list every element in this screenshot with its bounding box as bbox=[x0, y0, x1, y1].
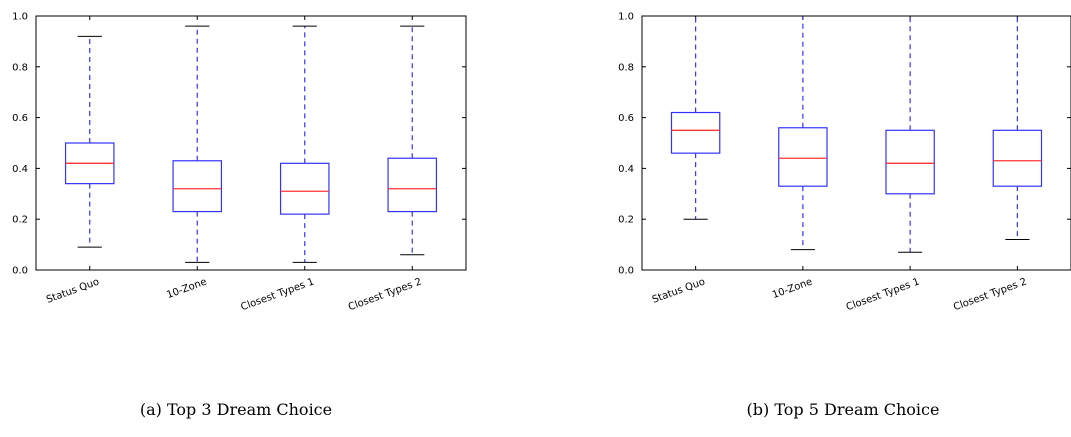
iqr-box bbox=[279, 162, 330, 215]
iqr-box bbox=[670, 111, 721, 154]
x-tick-label: Closest Types 1 bbox=[845, 276, 921, 313]
plot-frame bbox=[641, 15, 1071, 271]
y-tick-label: 0.0 bbox=[618, 266, 634, 277]
y-tick-label: 0.8 bbox=[12, 62, 28, 73]
y-tick-label: 0.4 bbox=[12, 164, 28, 175]
subfigure-caption: (a) Top 3 Dream Choice bbox=[140, 400, 332, 419]
chart-panel-a: 0.0 0.2 0.4 0.6 0.8 1.0 Status Quo 10-Zone Close… bbox=[12, 12, 467, 419]
y-tick-label: 0.0 bbox=[12, 266, 28, 277]
box-3: Closest Types 1 bbox=[239, 16, 330, 313]
box-4: Closest Types 2 bbox=[952, 15, 1043, 313]
y-tick-label: 1.0 bbox=[618, 12, 634, 23]
iqr-box bbox=[387, 157, 438, 213]
x-tick-label: Closest Types 1 bbox=[239, 276, 315, 313]
chart-panel-b: 0.0 0.2 0.4 0.6 0.8 1.0 Status Quo 10-Zone Close… bbox=[618, 12, 1071, 419]
x-tick-label: Closest Types 2 bbox=[952, 276, 1028, 313]
y-tick-label: 0.2 bbox=[618, 215, 634, 226]
box-2: 10-Zone bbox=[771, 15, 828, 301]
x-tick-label: Closest Types 2 bbox=[347, 276, 423, 313]
x-tick-label: Status Quo bbox=[45, 276, 101, 305]
y-tick-label: 0.2 bbox=[12, 215, 28, 226]
x-tick-label: 10-Zone bbox=[165, 276, 208, 301]
y-tick-label: 1.0 bbox=[12, 12, 28, 23]
iqr-box bbox=[778, 127, 828, 187]
x-tick-label: Status Quo bbox=[651, 276, 707, 305]
box-1: Status Quo bbox=[45, 16, 115, 306]
y-tick-label: 0.8 bbox=[618, 62, 634, 73]
plot-frame bbox=[35, 15, 467, 271]
subfigure-caption: (b) Top 5 Dream Choice bbox=[747, 400, 940, 419]
box-3: Closest Types 1 bbox=[845, 15, 935, 313]
box-1: Status Quo bbox=[651, 15, 721, 306]
y-tick-label: 0.6 bbox=[618, 113, 634, 124]
box-2: 10-Zone bbox=[165, 16, 223, 301]
iqr-box bbox=[172, 160, 223, 213]
box-4: Closest Types 2 bbox=[347, 16, 438, 313]
y-tick-label: 0.6 bbox=[12, 113, 28, 124]
iqr-box bbox=[885, 129, 935, 195]
x-tick-label: 10-Zone bbox=[771, 276, 814, 301]
iqr-box bbox=[992, 129, 1043, 187]
y-tick-label: 0.4 bbox=[618, 164, 634, 175]
